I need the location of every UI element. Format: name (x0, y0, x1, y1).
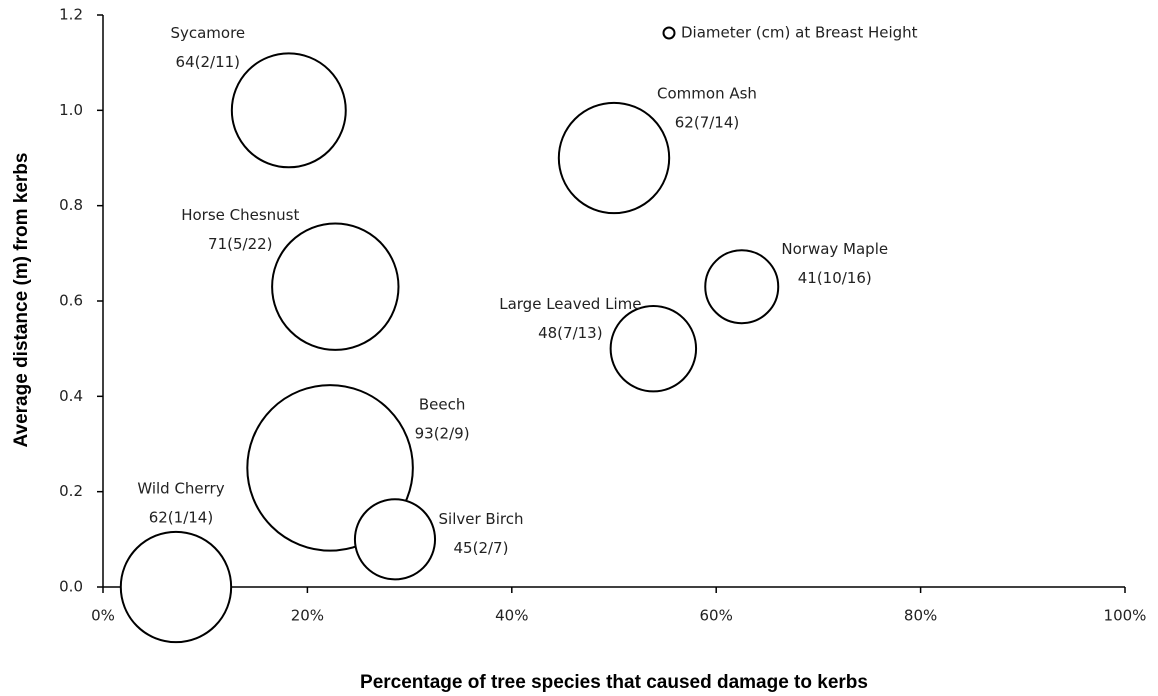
bubble (271, 222, 400, 351)
bubble (557, 101, 671, 215)
value-label: 93(2/9) (415, 424, 470, 442)
value-label: 45(2/7) (454, 539, 509, 557)
y-tick-label: 0.0 (59, 578, 83, 596)
point-label: Wild Cherry (137, 480, 224, 498)
y-tick-label: 0.8 (59, 196, 83, 214)
value-label: 71(5/22) (208, 235, 272, 253)
bubble (230, 52, 347, 169)
point-label: Common Ash (657, 85, 757, 103)
x-tick-label: 80% (904, 607, 937, 625)
point-label: Norway Maple (781, 240, 888, 258)
x-tick-label: 60% (700, 607, 733, 625)
point-label: Sycamore (170, 24, 245, 42)
legend-marker (662, 26, 676, 40)
point-label: Beech (419, 395, 466, 413)
y-tick-label: 1.2 (59, 6, 83, 24)
point-label: Horse Chesnust (181, 206, 299, 224)
y-axis-title: Average distance (m) from kerbs (11, 153, 32, 448)
bubble (609, 304, 698, 393)
value-label: 48(7/13) (538, 324, 602, 342)
value-label: 64(2/11) (176, 53, 240, 71)
y-tick-label: 0.2 (59, 482, 83, 500)
value-label: 41(10/16) (798, 269, 872, 287)
x-axis-title: Percentage of tree species that caused d… (360, 672, 868, 693)
value-label: 62(1/14) (149, 509, 213, 527)
bubble (353, 498, 437, 581)
y-tick-label: 0.6 (59, 292, 83, 310)
x-tick-label: 0% (91, 607, 115, 625)
point-label: Silver Birch (439, 510, 524, 528)
x-tick-label: 40% (495, 607, 528, 625)
point-label: Large Leaved Lime (499, 295, 641, 313)
value-label: 62(7/14) (675, 114, 739, 132)
x-tick-label: 20% (291, 607, 324, 625)
y-tick-label: 0.4 (59, 387, 83, 405)
bubble (119, 530, 233, 644)
y-tick-label: 1.0 (59, 101, 83, 119)
legend-label: Diameter (cm) at Breast Height (681, 24, 918, 42)
x-tick-label: 100% (1104, 607, 1147, 625)
bubble (704, 249, 780, 325)
